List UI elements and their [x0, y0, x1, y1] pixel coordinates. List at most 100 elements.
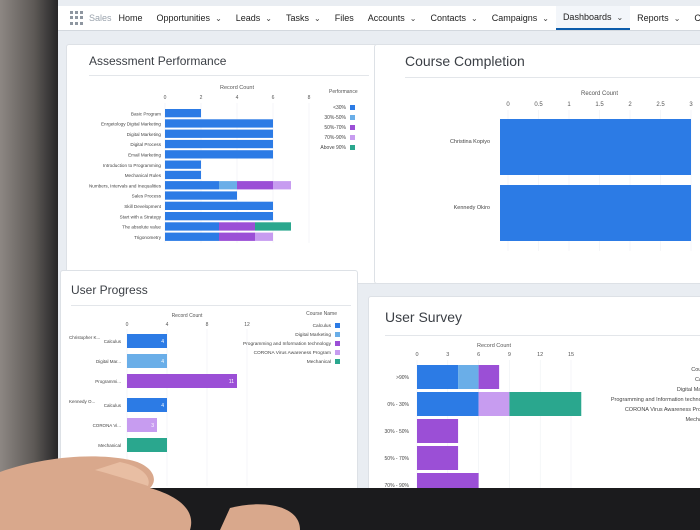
app-launcher-icon[interactable] [70, 11, 83, 25]
data-label: 11 [229, 379, 234, 385]
top-navigation-bar: Sales Home Opportunities ⌄ Leads ⌄ Tasks ⌄ File… [58, 6, 700, 31]
bar-segment [417, 419, 459, 443]
chevron-down-icon[interactable]: ⌄ [542, 13, 549, 23]
assessment-chart: Record Count 0 2 4 6 8 Basic Program Enrgetolog… [89, 85, 358, 243]
chevron-down-icon[interactable]: ⌄ [265, 13, 272, 23]
legend-label: CORONA Virus Awareness Program [254, 350, 331, 356]
category-label: Trigonometry [134, 235, 162, 240]
nav-item-leads[interactable]: Leads ⌄ [229, 6, 279, 30]
category-label: The absolute value [122, 225, 161, 230]
bar-segment [219, 232, 255, 241]
card-title: User Progress [71, 283, 148, 297]
x-tick-label: 3 [446, 352, 449, 358]
x-tick-label: 0 [164, 95, 167, 101]
chevron-down-icon[interactable]: ⌄ [616, 12, 624, 22]
monitor-bezel [0, 0, 62, 530]
bar-segment [165, 222, 219, 231]
bar-segment [165, 201, 273, 210]
nav-item-dashboards[interactable]: Dashboards ⌄ [555, 6, 631, 30]
bar [500, 119, 691, 175]
category-label: Digital Mar... [96, 359, 121, 364]
bar-segment [165, 119, 273, 128]
category-label: Basic Program [131, 111, 161, 116]
category-label: Mechanical Rules [125, 173, 162, 178]
legend-label: Programming and Information technology [243, 341, 332, 347]
legend-swatch [335, 359, 340, 364]
category-label: 0% - 30% [387, 402, 409, 408]
nav-item-home[interactable]: Home [112, 6, 150, 30]
category-label: 70% - 90% [385, 483, 410, 489]
category-label: Kennedy Okiro [454, 205, 490, 211]
legend-swatch [335, 341, 340, 346]
legend-label: Digital Marke [677, 387, 700, 393]
bar-segment [478, 365, 500, 389]
category-label: Enrgetology Digital Marketing [101, 122, 161, 127]
data-label: 4 [161, 339, 164, 345]
x-tick-label: 9 [508, 352, 511, 358]
group-label: Kennedy O... [69, 399, 95, 404]
bar [127, 354, 167, 368]
bar-segment [165, 109, 201, 118]
x-tick-label: 0.5 [534, 102, 543, 108]
legend-label: Calcu [695, 377, 700, 383]
bar-segment [165, 160, 201, 169]
category-label: Start with a Strategy [120, 214, 162, 219]
x-tick-label: 2 [628, 102, 632, 108]
bar [127, 374, 237, 388]
chevron-down-icon[interactable]: ⌄ [409, 13, 417, 23]
nav-item-label: Leads [235, 13, 261, 23]
nav-item-accounts[interactable]: Accounts ⌄ [361, 6, 424, 30]
nav-item-contacts[interactable]: Contacts ⌄ [423, 6, 484, 30]
x-tick-label: 1.5 [595, 102, 604, 108]
nav-item-files[interactable]: Files [328, 6, 361, 30]
category-label: Digital Marketing [127, 132, 162, 137]
survey-chart: Record Count 0 3 6 9 12 15 >90% 0% - 30% 30% - 50… [385, 343, 700, 490]
nav-item-label: Reports [637, 13, 669, 23]
bar-segment [509, 392, 582, 416]
nav-item-reports[interactable]: Reports ⌄ [630, 6, 687, 30]
legend-label: Mechanic [685, 417, 700, 423]
card-divider [89, 75, 369, 76]
hand-image [0, 456, 300, 530]
bar-segment [417, 365, 459, 389]
category-label: CORONA Vi... [93, 423, 121, 428]
nav-items: Home Opportunities ⌄ Leads ⌄ Tasks ⌄ Files Accou… [112, 6, 700, 30]
category-label: Digital Process [130, 142, 161, 147]
x-tick-label: 3 [689, 102, 693, 108]
category-label: Sales Process [132, 194, 162, 199]
nav-item-tasks[interactable]: Tasks ⌄ [279, 6, 328, 30]
user-progress-card: User Progress Record Count 0 4 8 12 Christoph… [60, 270, 358, 490]
category-label: Calculus [104, 403, 122, 408]
legend-swatch [335, 332, 340, 337]
legend-label: <30% [333, 105, 346, 111]
legend-label: Digital Marketing [295, 332, 331, 338]
category-label: Skill Development [124, 204, 161, 209]
x-tick-label: 0 [415, 352, 418, 358]
data-label: 4 [161, 403, 164, 409]
nav-item-campaigns[interactable]: Campaigns ⌄ [485, 6, 556, 30]
legend-swatch [335, 323, 340, 328]
dashboard-screen: Sales Home Opportunities ⌄ Leads ⌄ Tasks ⌄ File… [58, 0, 700, 490]
nav-item-label: Accounts [367, 13, 405, 23]
nav-item-chatter[interactable]: Chatter [687, 6, 700, 30]
x-tick-label: 6 [477, 352, 480, 358]
legend-swatch [350, 135, 355, 140]
x-tick-label: 4 [236, 95, 239, 101]
legend-swatch [350, 105, 355, 110]
legend-swatch [350, 115, 355, 120]
x-tick-label: 0 [506, 102, 510, 108]
bar-segment [273, 181, 291, 190]
bar-segment [165, 191, 237, 200]
chevron-down-icon[interactable]: ⌄ [673, 13, 681, 23]
chevron-down-icon[interactable]: ⌄ [215, 13, 222, 23]
bar-segment [165, 232, 219, 241]
progress-chart: Record Count 0 4 8 12 Christopher K... Calculu… [69, 311, 340, 486]
x-tick-label: 0 [126, 322, 129, 328]
nav-item-opportunities[interactable]: Opportunities ⌄ [150, 6, 229, 30]
x-tick-label: 2.5 [656, 102, 665, 108]
chevron-down-icon[interactable]: ⌄ [471, 13, 478, 23]
bar-segment [165, 212, 273, 221]
bar-segment [458, 365, 479, 389]
chevron-down-icon[interactable]: ⌄ [314, 13, 321, 23]
bar-segment [478, 392, 510, 416]
